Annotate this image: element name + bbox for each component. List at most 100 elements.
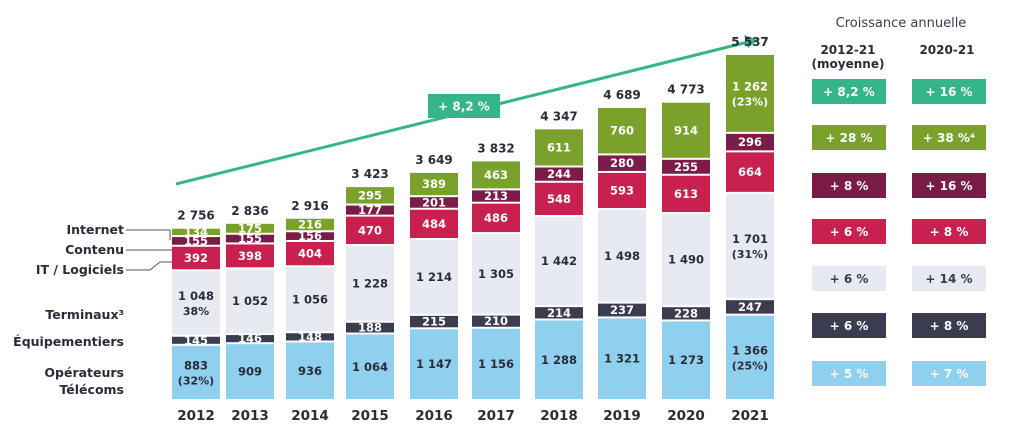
data-label: 1 214 [416,270,452,284]
growth-value-last: + 8 % [930,319,969,333]
bar-segment-contenu-2021 [726,133,774,151]
bar-segment-internet-2017 [472,161,520,189]
data-label: 664 [738,165,762,179]
total-label-2021: 5 537 [731,35,769,49]
data-label: 1 052 [232,294,268,308]
growth-badge-avg [812,313,886,338]
category-label: Télécoms [59,382,124,397]
growth-value-last: + 7 % [930,367,969,381]
growth-row: + 5 % + 7 % [812,361,986,386]
total-label-2020: 4 773 [667,83,705,97]
data-label-share: (32%) [178,374,214,387]
bar-segment-contenu-2016 [410,197,458,208]
data-label: 177 [358,203,382,217]
data-label: 470 [358,223,382,237]
data-label: 155 [184,234,208,248]
bar-segment-terminaux--2013 [226,269,274,334]
growth-badge-last [912,313,986,338]
bar-segment-it-logiciels-2019 [598,172,646,208]
growth-value-last: + 8 % [930,225,969,239]
bar-segment-op-rateurs-t-l-coms-2012 [172,345,220,399]
x-tick-label-2015: 2015 [351,408,389,424]
growth-badge-last [912,361,986,386]
data-label: 1 288 [541,353,577,367]
data-label: 611 [547,140,571,154]
data-label: 146 [238,332,262,346]
growth-row: + 6 % + 8 % [812,313,986,338]
data-label: 404 [298,247,322,261]
trend-badge-label: + 8,2 % [438,100,490,114]
data-label: 909 [238,365,262,379]
bar-segment-terminaux--2015 [346,246,394,321]
bar-segment-it-logiciels-2020 [662,175,710,213]
bar-segment-op-rateurs-t-l-coms-2016 [410,329,458,399]
bar-segment-internet-2014 [286,218,334,231]
trend-layer: + 8,2 % [175,35,758,186]
data-label: 188 [358,321,382,335]
data-label: 1 305 [478,267,514,281]
growth-badge-avg [812,173,886,198]
growth-row: + 28 % + 38 %⁴ [812,125,986,150]
data-label: 1 442 [541,254,577,268]
data-label: 148 [298,330,322,344]
category-label: Contenu [65,242,124,257]
bar-segment--quipementiers-2012 [172,336,220,344]
growth-badge-avg [812,361,886,386]
bar-segment-it-logiciels-2014 [286,242,334,266]
bar-segment--quipementiers-2018 [535,307,583,319]
data-label: 216 [298,218,322,232]
data-label: 247 [738,300,762,314]
bar-segment-contenu-2020 [662,159,710,174]
total-label-2018: 4 347 [540,109,578,123]
growth-badge-last [912,173,986,198]
growth-badge-avg [812,266,886,291]
category-label: Terminaux³ [45,307,124,322]
data-label: 398 [238,249,262,263]
data-label: 156 [298,229,322,243]
data-label-share: 38% [183,305,209,318]
growth-title: Croissance annuelle [836,16,967,31]
data-label: 228 [674,306,698,320]
bar-segment-op-rateurs-t-l-coms-2020 [662,321,710,399]
growth-value-avg: + 6 % [830,319,869,333]
bar-segment-internet-2015 [346,187,394,204]
bar-segment-contenu-2013 [226,234,274,243]
growth-badge-last [912,219,986,244]
x-tick-label-2019: 2019 [603,408,641,424]
growth-row: + 8,2 % + 16 % [812,79,986,104]
total-label-2014: 2 916 [291,199,329,213]
trend-arrow-head [744,35,758,48]
category-labels: Internet Contenu IT / Logiciels Terminaux³ É… [13,222,172,397]
bar-segment-op-rateurs-t-l-coms-2013 [226,344,274,399]
data-label: 237 [610,303,634,317]
bar-stack-2021: 1 366 (25%) 247 1 701 (31%) 664 296 1 262 (23%) 5… [726,35,774,424]
data-label: 593 [610,183,634,197]
bar-stack-2018: 1 288 214 1 442 548 244 611 4 347 2018 [535,109,583,424]
data-label: 486 [484,211,508,225]
bar-segment-op-rateurs-t-l-coms-2014 [286,342,334,399]
data-label: 214 [547,306,571,320]
x-tick-label-2016: 2016 [415,408,453,424]
category-label: Équipementiers [13,334,124,349]
category-label: Internet [66,222,124,237]
data-label-share: (31%) [732,248,768,261]
bar-segment-terminaux--2016 [410,240,458,314]
data-label: 463 [484,168,508,182]
data-label: 1 056 [292,292,328,306]
data-label: 1 147 [416,357,452,371]
growth-value-avg: + 28 % [825,131,872,145]
bar-segment-contenu-2019 [598,155,646,171]
data-label: 392 [184,251,208,265]
data-label: 201 [422,195,446,209]
growth-value-avg: + 8,2 % [823,85,875,99]
data-label: 1 262 [732,79,768,93]
data-label: 883 [184,358,208,372]
data-label: 210 [484,314,508,328]
bar-segment-terminaux--2020 [662,214,710,306]
bar-segment-terminaux--2017 [472,234,520,314]
bar-segment-it-logiciels-2013 [226,244,274,268]
data-label-share: (25%) [732,359,768,372]
x-tick-label-2013: 2013 [231,408,269,424]
